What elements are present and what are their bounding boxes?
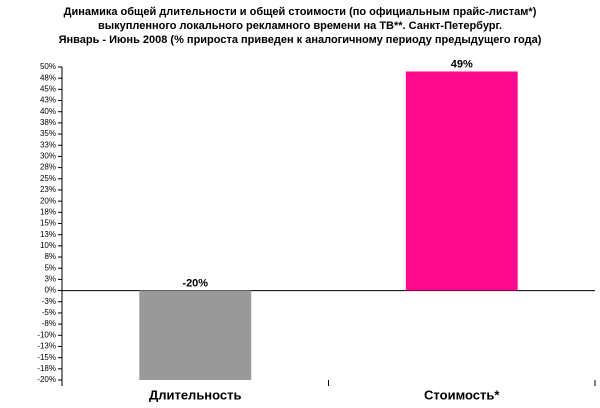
y-tick-label: 45% (40, 84, 56, 93)
y-tick-label: 40% (40, 107, 56, 116)
y-tick-label: 23% (40, 185, 56, 194)
y-tick-label: 3% (44, 275, 56, 284)
y-tick-label: 28% (40, 163, 56, 172)
y-tick-label: -5% (42, 308, 56, 317)
y-tick-label: 8% (44, 252, 56, 261)
y-tick-label: 48% (40, 73, 56, 82)
y-tick-label: -10% (37, 330, 56, 339)
y-tick-label: 18% (40, 207, 56, 216)
y-tick-label: 43% (40, 96, 56, 105)
bar (139, 290, 252, 380)
y-tick-label: 30% (40, 152, 56, 161)
x-tick-label: Стоимость* (424, 387, 500, 402)
value-label: 49% (451, 58, 473, 70)
y-tick-label: -18% (37, 364, 56, 373)
y-tick-label: -20% (37, 375, 56, 384)
bar (405, 71, 518, 291)
y-tick-label: -13% (37, 342, 56, 351)
y-tick-label: 33% (40, 140, 56, 149)
y-tick-label: -15% (37, 353, 56, 362)
y-tick-label: 35% (40, 129, 56, 138)
y-tick-label: 5% (44, 263, 56, 272)
y-tick-label: -3% (42, 297, 56, 306)
value-label: -20% (182, 277, 208, 289)
chart-title: выкупленного локального рекламного време… (98, 20, 502, 32)
y-tick-label: 38% (40, 118, 56, 127)
x-tick-label: Длительность (149, 387, 242, 402)
y-tick-label: 0% (44, 286, 56, 295)
y-tick-label: 15% (40, 219, 56, 228)
y-tick-label: -8% (42, 319, 56, 328)
y-tick-label: 10% (40, 241, 56, 250)
y-tick-label: 13% (40, 230, 56, 239)
chart-title: Январь - Июнь 2008 (% прироста приведен … (59, 34, 542, 46)
y-tick-label: 50% (40, 62, 56, 71)
y-tick-label: 25% (40, 174, 56, 183)
y-tick-label: 20% (40, 196, 56, 205)
chart-title: Динамика общей длительности и общей стои… (64, 6, 537, 18)
